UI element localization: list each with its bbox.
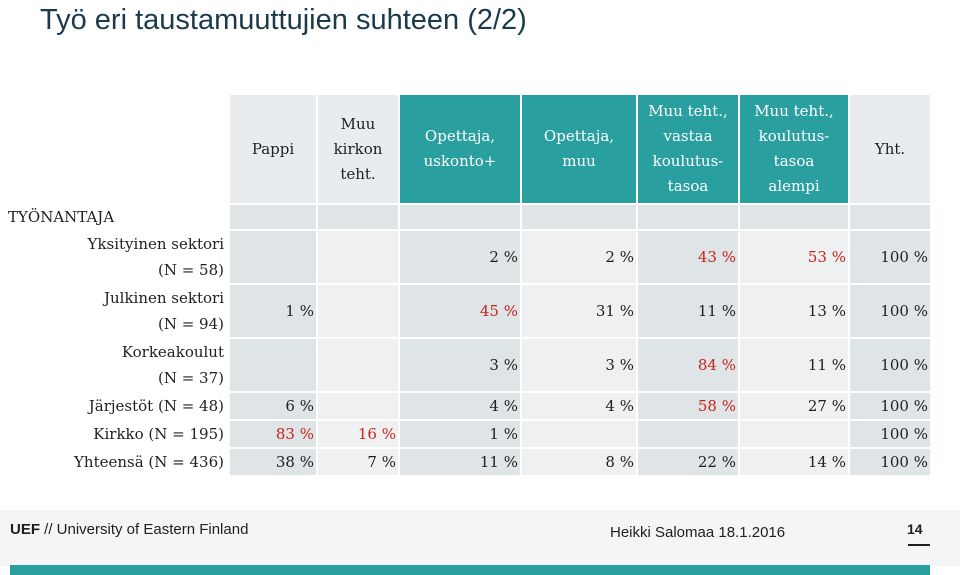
- page-number-underline: [908, 544, 930, 546]
- row-label-yksityinen: Yksityinen sektori (N = 58): [6, 231, 228, 283]
- table-row: Kirkko (N = 195) 83 % 16 % 1 % 100 %: [6, 421, 930, 447]
- table-row: Korkeakoulut (N = 37) 3 % 3 % 84 % 11 % 100 %: [6, 339, 930, 391]
- table-cell: 83 %: [230, 421, 316, 447]
- table-cell: 3 %: [400, 339, 520, 391]
- header-row: Pappi Muu kirkon teht. Opettaja, uskonto…: [6, 95, 930, 203]
- row-label-julkinen: Julkinen sektori (N = 94): [6, 285, 228, 337]
- table-cell: 11 %: [638, 285, 738, 337]
- results-table: Pappi Muu kirkon teht. Opettaja, uskonto…: [4, 93, 932, 477]
- row-label-jarjestot: Järjestöt (N = 48): [6, 393, 228, 419]
- table-cell: 13 %: [740, 285, 848, 337]
- table-cell: 53 %: [740, 231, 848, 283]
- table-row: Järjestöt (N = 48) 6 % 4 % 4 % 58 % 27 % 100 %: [6, 393, 930, 419]
- row-label-yhteensa: Yhteensä (N = 436): [6, 449, 228, 475]
- table-cell: 100 %: [850, 339, 930, 391]
- table-cell: 7 %: [318, 449, 398, 475]
- col-header-koulutustasoa-alempi: Muu teht., koulutus-tasoa alempi: [740, 95, 848, 203]
- footer-author-date: Heikki Salomaa 18.1.2016: [610, 524, 786, 541]
- table-cell: 38 %: [230, 449, 316, 475]
- table-cell: 100 %: [850, 449, 930, 475]
- table-cell: 16 %: [318, 421, 398, 447]
- table-cell: 11 %: [740, 339, 848, 391]
- table-cell: 11 %: [400, 449, 520, 475]
- table-cell: 2 %: [400, 231, 520, 283]
- table-cell: [740, 421, 848, 447]
- table-row: Yhteensä (N = 436) 38 % 7 % 11 % 8 % 22 % 14 %…: [6, 449, 930, 475]
- table-row: Yksityinen sektori (N = 58) 2 % 2 % 43 % 53 %…: [6, 231, 930, 283]
- table-cell: [638, 421, 738, 447]
- table-cell: [522, 421, 636, 447]
- table-cell: 43 %: [638, 231, 738, 283]
- table-cell: 84 %: [638, 339, 738, 391]
- table-cell: 31 %: [522, 285, 636, 337]
- page-number: 14: [907, 521, 923, 537]
- row-label-korkeakoulut: Korkeakoulut (N = 37): [6, 339, 228, 391]
- col-header-pappi: Pappi: [230, 95, 316, 203]
- row-label-kirkko: Kirkko (N = 195): [6, 421, 228, 447]
- bottom-accent-band: [10, 565, 930, 575]
- header-corner: [6, 95, 228, 203]
- table-cell: 58 %: [638, 393, 738, 419]
- table-cell: 6 %: [230, 393, 316, 419]
- col-header-vastaa-koulutustasoa: Muu teht., vastaa koulutus-tasoa: [638, 95, 738, 203]
- col-header-opettaja-muu: Opettaja, muu: [522, 95, 636, 203]
- section-label: TYÖNANTAJA: [6, 205, 228, 229]
- table-cell: 100 %: [850, 285, 930, 337]
- table-row: Julkinen sektori (N = 94) 1 % 45 % 31 % 11 % 1…: [6, 285, 930, 337]
- table-cell: 4 %: [400, 393, 520, 419]
- table-cell: 100 %: [850, 393, 930, 419]
- table-cell: 14 %: [740, 449, 848, 475]
- table-cell: 100 %: [850, 231, 930, 283]
- table-cell: [318, 231, 398, 283]
- table-cell: 4 %: [522, 393, 636, 419]
- footer-bar: [0, 510, 960, 566]
- table-cell: [318, 339, 398, 391]
- slide-title: Työ eri taustamuuttujien suhteen (2/2): [40, 4, 527, 36]
- section-row: TYÖNANTAJA: [6, 205, 930, 229]
- table-cell: [230, 339, 316, 391]
- col-header-yht: Yht.: [850, 95, 930, 203]
- footer-organization: UEF // University of Eastern Finland: [10, 521, 249, 538]
- table-cell: 45 %: [400, 285, 520, 337]
- table-cell: 1 %: [230, 285, 316, 337]
- table-cell: [230, 231, 316, 283]
- table-cell: 2 %: [522, 231, 636, 283]
- table-cell: 1 %: [400, 421, 520, 447]
- table-cell: 22 %: [638, 449, 738, 475]
- table-cell: 100 %: [850, 421, 930, 447]
- table-cell: 8 %: [522, 449, 636, 475]
- table-cell: [318, 285, 398, 337]
- table-cell: 27 %: [740, 393, 848, 419]
- col-header-opettaja-uskonto: Opettaja, uskonto+: [400, 95, 520, 203]
- col-header-muu-kirkon: Muu kirkon teht.: [318, 95, 398, 203]
- table-cell: 3 %: [522, 339, 636, 391]
- table-cell: [318, 393, 398, 419]
